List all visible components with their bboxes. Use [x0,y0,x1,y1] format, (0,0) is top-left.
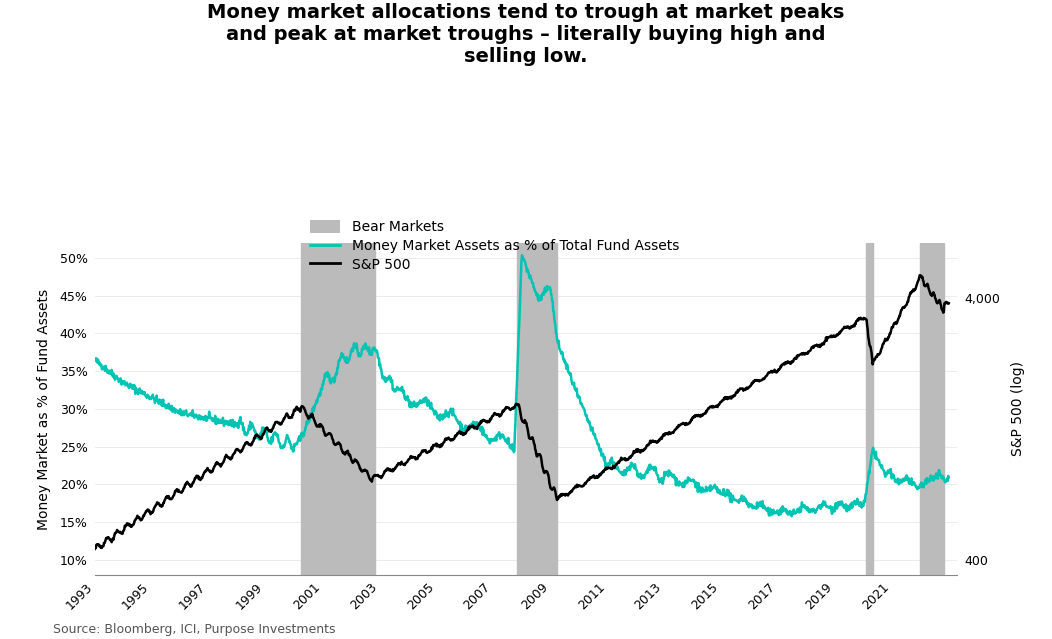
Bar [866,243,873,575]
Bar [301,243,375,575]
Y-axis label: S&P 500 (log): S&P 500 (log) [1011,362,1026,456]
Legend: Bear Markets, Money Market Assets as % of Total Fund Assets, S&P 500: Bear Markets, Money Market Assets as % o… [304,215,685,277]
Bar [517,243,558,575]
Bar [920,243,944,575]
Y-axis label: Money Market as % of Fund Assets: Money Market as % of Fund Assets [38,288,52,530]
Text: Source: Bloomberg, ICI, Purpose Investments: Source: Bloomberg, ICI, Purpose Investme… [53,623,336,636]
Text: Money market allocations tend to trough at market peaks
and peak at market troug: Money market allocations tend to trough … [207,3,845,66]
